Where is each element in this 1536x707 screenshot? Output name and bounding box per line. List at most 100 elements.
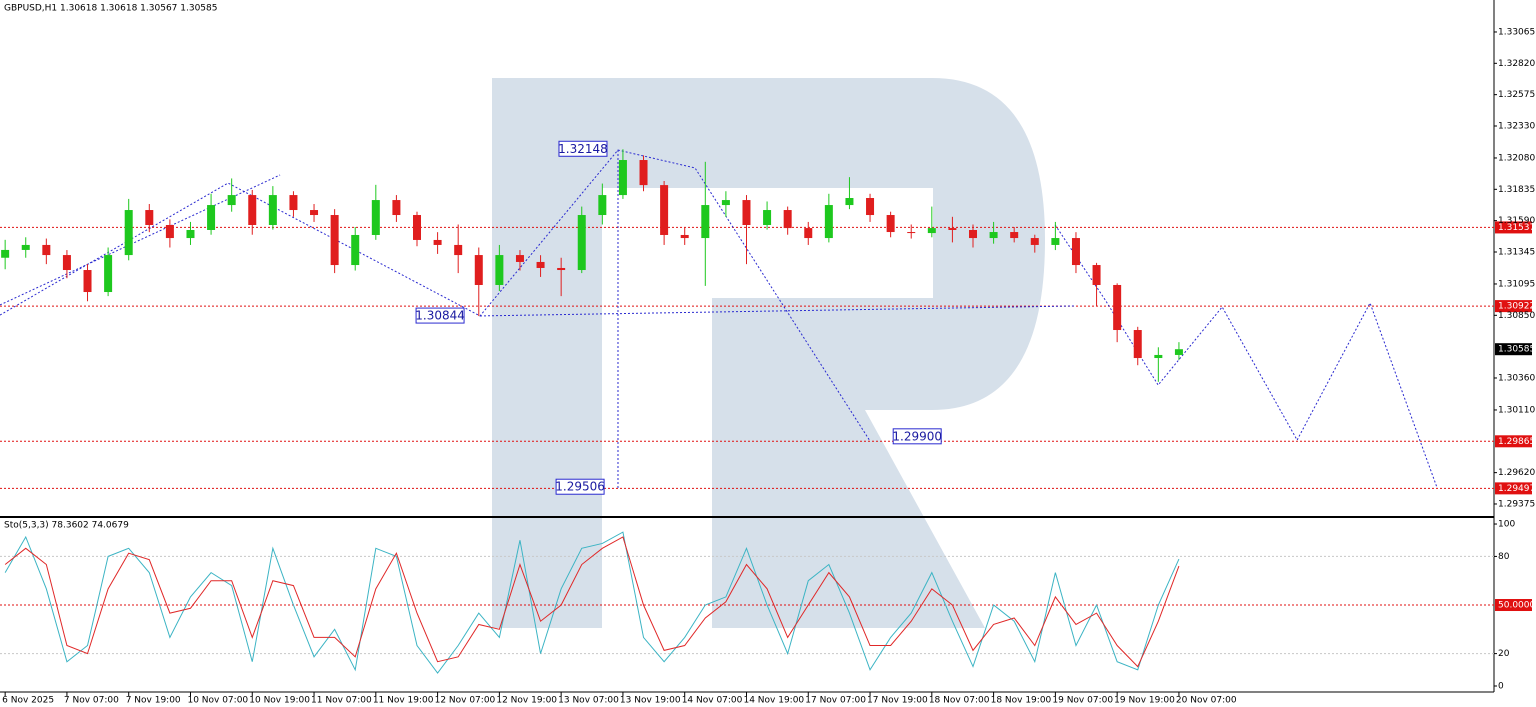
x-tick-label: 19 Nov 19:00 bbox=[1114, 696, 1175, 706]
candle-body bbox=[1051, 238, 1060, 245]
price-label-box bbox=[892, 428, 942, 445]
candle-body bbox=[330, 215, 339, 266]
candle-body bbox=[1071, 238, 1080, 266]
candle-body bbox=[83, 270, 92, 293]
y-tick-label: 1.32575 bbox=[1498, 90, 1535, 100]
y-tick-label: 20 bbox=[1498, 649, 1510, 659]
x-tick-label: 18 Nov 07:00 bbox=[929, 696, 990, 706]
price-label-box bbox=[555, 478, 605, 495]
y-tick-label: 1.32820 bbox=[1498, 59, 1535, 69]
x-tick-label: 14 Nov 19:00 bbox=[743, 696, 804, 706]
y-tick-label: 1.31095 bbox=[1498, 279, 1535, 289]
analysis-line bbox=[480, 305, 1076, 317]
candle-body bbox=[413, 215, 422, 240]
x-tick-label: 20 Nov 07:00 bbox=[1176, 696, 1237, 706]
candle-body bbox=[371, 200, 380, 235]
candle-body bbox=[948, 228, 957, 230]
level-label: 1.31537 bbox=[1498, 223, 1535, 233]
candle-body bbox=[618, 160, 627, 196]
x-tick-label: 18 Nov 19:00 bbox=[991, 696, 1052, 706]
price-label: 1.30844 bbox=[415, 309, 465, 323]
oscillator-line bbox=[4, 531, 1180, 674]
candle-body bbox=[268, 195, 277, 225]
candle-body bbox=[145, 210, 154, 225]
candle-body bbox=[289, 195, 298, 211]
candle-body bbox=[227, 195, 236, 206]
watermark-stem bbox=[492, 78, 602, 628]
y-tick-label: 1.31835 bbox=[1498, 185, 1535, 195]
candle-body bbox=[248, 195, 257, 225]
level-label-box bbox=[1495, 599, 1532, 612]
x-tick-label: 7 Nov 19:00 bbox=[126, 696, 181, 706]
candle-body bbox=[1010, 232, 1019, 239]
indicator-title: Sto(5,3,3) 78.3602 74.0679 bbox=[4, 521, 129, 531]
x-tick-label: 12 Nov 19:00 bbox=[496, 696, 557, 706]
y-tick-label: 1.33065 bbox=[1498, 27, 1535, 37]
candle-body bbox=[783, 210, 792, 229]
candle-body bbox=[124, 210, 133, 256]
candle-body bbox=[701, 205, 710, 239]
candle-body bbox=[42, 244, 51, 256]
y-tick-label: 1.31345 bbox=[1498, 247, 1535, 257]
watermark-bowl bbox=[602, 78, 1045, 628]
x-tick-label: 17 Nov 07:00 bbox=[805, 696, 866, 706]
candle-body bbox=[577, 215, 586, 271]
candle-body bbox=[1133, 330, 1142, 359]
candle-body bbox=[1174, 349, 1183, 355]
candle-body bbox=[763, 210, 772, 225]
candle-body bbox=[721, 200, 730, 206]
level-label-box bbox=[1495, 482, 1532, 495]
candle-body bbox=[598, 195, 607, 216]
candle-body bbox=[969, 229, 978, 239]
candle-body bbox=[557, 267, 566, 271]
candle-body bbox=[495, 255, 504, 285]
candle-body bbox=[207, 205, 216, 230]
y-tick-label: 1.29375 bbox=[1498, 499, 1535, 509]
analysis-line bbox=[1054, 224, 1438, 489]
candle-body bbox=[1030, 238, 1039, 245]
y-tick-label: 100 bbox=[1498, 520, 1515, 530]
x-tick-label: 10 Nov 19:00 bbox=[249, 696, 310, 706]
level-label: 50.0000 bbox=[1498, 601, 1535, 611]
candle-body bbox=[824, 205, 833, 239]
candle-body bbox=[392, 200, 401, 216]
candle-body bbox=[104, 255, 113, 293]
level-label-box bbox=[1495, 300, 1532, 313]
y-tick-label: 1.29620 bbox=[1498, 468, 1535, 478]
x-tick-label: 13 Nov 07:00 bbox=[558, 696, 619, 706]
analysis-line bbox=[0, 174, 281, 306]
candle-body bbox=[165, 224, 174, 239]
candle-body bbox=[474, 255, 483, 285]
candle-body bbox=[639, 160, 648, 186]
candle-body bbox=[1154, 354, 1163, 359]
oscillator-line bbox=[4, 536, 1180, 668]
level-label: 1.29865 bbox=[1498, 437, 1535, 447]
candle-body bbox=[433, 239, 442, 245]
y-tick-label: 1.30110 bbox=[1498, 405, 1535, 415]
y-tick-label: 1.32080 bbox=[1498, 153, 1535, 163]
x-tick-label: 13 Nov 19:00 bbox=[620, 696, 681, 706]
y-tick-label: 1.32330 bbox=[1498, 121, 1535, 131]
level-label-box bbox=[1495, 221, 1532, 234]
price-label: 1.29506 bbox=[555, 480, 605, 494]
x-tick-label: 11 Nov 19:00 bbox=[373, 696, 434, 706]
candle-body bbox=[927, 228, 936, 234]
candle-body bbox=[886, 215, 895, 233]
current-price-label: 1.30585 bbox=[1498, 345, 1535, 355]
level-label: 1.30922 bbox=[1498, 302, 1535, 312]
level-label-box bbox=[1495, 435, 1532, 448]
candle-body bbox=[1, 249, 10, 258]
y-tick-label: 0 bbox=[1498, 682, 1504, 692]
candle-body bbox=[186, 229, 195, 239]
candle-body bbox=[1092, 265, 1101, 285]
candle-body bbox=[660, 185, 669, 235]
candle-body bbox=[907, 232, 916, 234]
price-label-box bbox=[415, 307, 465, 324]
candle-body bbox=[989, 232, 998, 239]
candle-body bbox=[1113, 284, 1122, 331]
candle-body bbox=[21, 244, 30, 250]
price-label: 1.29900 bbox=[892, 429, 942, 443]
x-tick-label: 11 Nov 07:00 bbox=[311, 696, 372, 706]
candle-body bbox=[680, 234, 689, 239]
